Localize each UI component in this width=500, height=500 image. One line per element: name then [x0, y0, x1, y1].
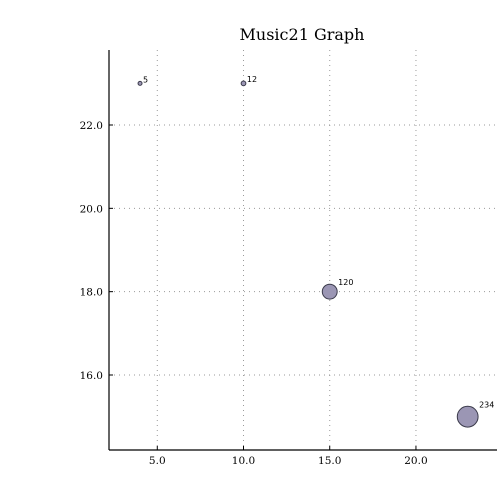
x-tick-label: 10.0: [232, 455, 255, 467]
chart-title: Music21 Graph: [240, 25, 365, 44]
x-tick-label: 20.0: [404, 455, 427, 467]
data-point-label: 12: [247, 75, 257, 84]
data-point: [137, 80, 143, 86]
y-tick-label: 22.0: [80, 120, 103, 132]
axis-layer: 5.0 10.0 15.0 20.0 16.0 18.0 20.0 22.0: [80, 50, 497, 467]
points-layer: 5 12 120 234: [137, 75, 494, 428]
data-point: [456, 405, 479, 428]
y-tick-label: 20.0: [80, 203, 103, 215]
y-tick-label: 18.0: [80, 287, 103, 299]
data-point-label: 234: [479, 400, 494, 409]
x-tick-label: 5.0: [149, 455, 166, 467]
grid-layer: [109, 50, 497, 450]
data-point-label: 5: [143, 75, 148, 84]
data-point-label: 120: [338, 278, 353, 287]
data-point: [240, 80, 247, 87]
y-tick-label: 16.0: [80, 370, 103, 382]
x-tick-label: 15.0: [318, 455, 341, 467]
data-point: [321, 283, 338, 300]
